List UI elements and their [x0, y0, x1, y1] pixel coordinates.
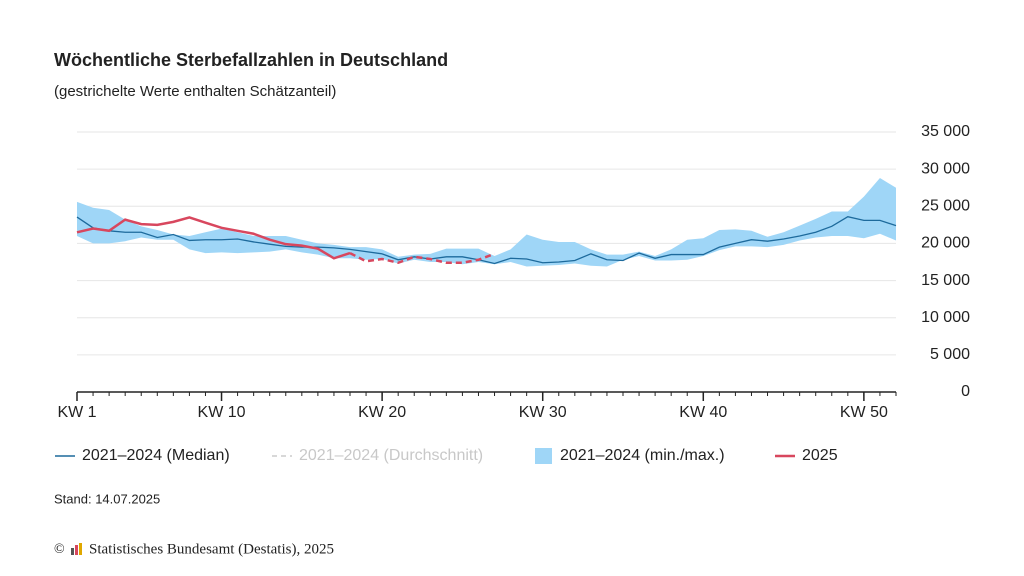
y-tick-label: 30 000: [921, 160, 970, 177]
line: [349, 251, 495, 265]
legend-label: 2021–2024 (Median): [82, 447, 230, 464]
x-tick-label: KW 30: [519, 404, 567, 421]
x-tick-label: KW 20: [358, 404, 406, 421]
source: Statistisches Bundesamt (Destatis), 2025: [89, 541, 334, 557]
x-tick-label: KW 40: [679, 404, 727, 421]
y-tick-label: 35 000: [921, 123, 970, 140]
y-tick-label: 5 000: [930, 346, 970, 363]
legend-label: 2021–2024 (min./max.): [560, 447, 725, 464]
x-tick-label: KW 50: [840, 404, 888, 421]
note: Stand: 14.07.2025: [54, 491, 160, 506]
y-tick-label: 0: [961, 383, 970, 400]
legend-label: 2021–2024 (Durchschnitt): [299, 447, 483, 464]
legend-swatch: [535, 448, 552, 464]
y-tick-label: 20 000: [921, 235, 970, 252]
x-tick-label: KW 10: [198, 404, 246, 421]
legend-label: 2025: [802, 447, 838, 464]
line: [76, 215, 897, 265]
chart-subtitle: (gestrichelte Werte enthalten Schätzante…: [54, 83, 336, 100]
chart-title: Wöchentliche Sterbefallzahlen in Deutsch…: [54, 50, 448, 70]
y-tick-label: 25 000: [921, 198, 970, 215]
band: [77, 178, 896, 267]
y-tick-label: 15 000: [921, 272, 970, 289]
line: [76, 216, 351, 260]
copyright: ©: [54, 542, 65, 557]
logo: [71, 543, 82, 555]
x-tick-label: KW 1: [57, 404, 96, 421]
y-tick-label: 10 000: [921, 309, 970, 326]
